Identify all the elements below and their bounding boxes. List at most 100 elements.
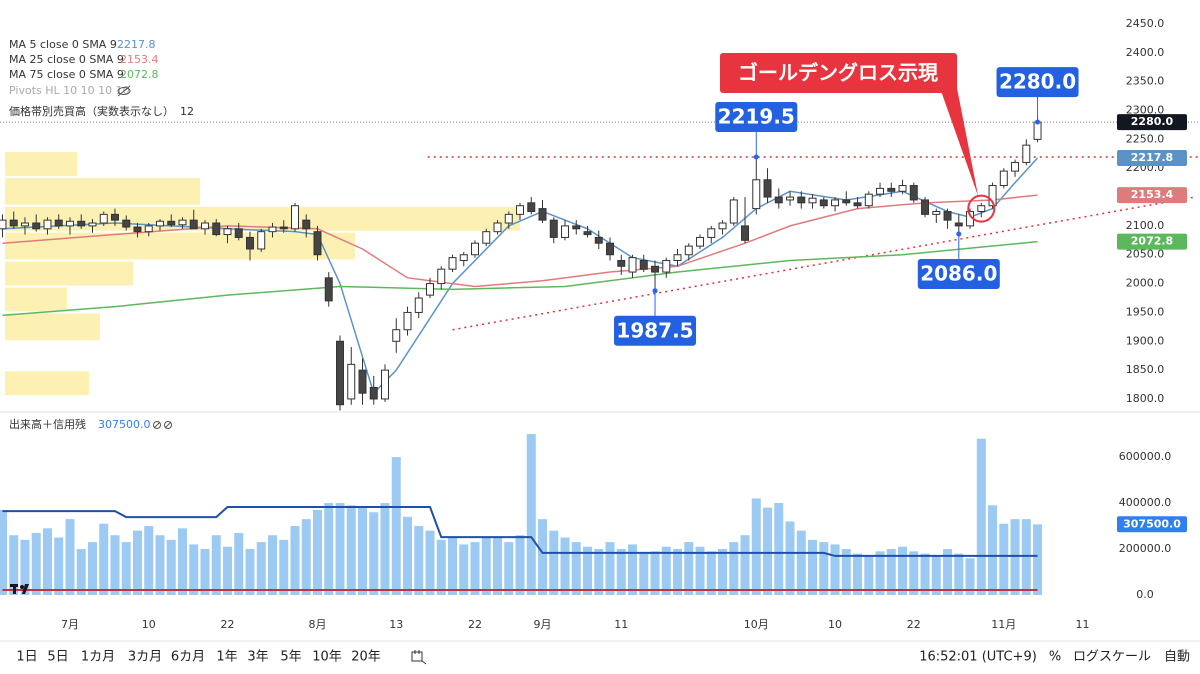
volume-tick-label: 400000.0 <box>1119 496 1172 509</box>
candle-body <box>234 228 243 238</box>
candle-body <box>212 222 221 236</box>
candle-body <box>898 185 907 192</box>
golden-cross-label: ゴールデングロス示現 <box>738 61 938 85</box>
callout-dot <box>753 154 759 160</box>
volume-bar <box>312 509 322 595</box>
callout-label: 2219.5 <box>718 104 795 128</box>
callout-dot <box>956 231 962 237</box>
volume-legend: 出来高＋信用残 <box>9 417 86 431</box>
x-tick-label: 10月 <box>744 618 769 631</box>
volume-bar <box>346 505 356 595</box>
range-button[interactable]: 10年 <box>312 650 342 665</box>
volume-bar <box>774 503 784 595</box>
ma-legend-value: 2072.8 <box>120 68 159 81</box>
candle-body <box>313 231 322 256</box>
tradingview-logo <box>10 584 29 594</box>
volume-bar <box>594 549 604 595</box>
range-button[interactable]: 3カ月 <box>128 650 162 665</box>
ma-badge-bg <box>1117 187 1187 204</box>
auto-button[interactable]: 自動 <box>1164 650 1190 665</box>
candle-body <box>493 222 502 233</box>
golden-cross-pointer <box>940 88 979 197</box>
volume-profile-bar <box>5 261 133 286</box>
percent-button[interactable]: % <box>1049 650 1061 665</box>
volume-bar <box>639 553 649 595</box>
volume-badge: 307500.0 <box>1123 517 1181 530</box>
candle-body <box>673 254 682 262</box>
callout-dot <box>652 288 658 294</box>
eye-off-icon[interactable] <box>117 85 131 97</box>
candle-body <box>651 265 660 273</box>
range-button[interactable]: 1年 <box>216 650 237 665</box>
callout-label: 2086.0 <box>920 261 997 285</box>
volume-bar <box>391 457 401 595</box>
candle-body <box>606 242 615 256</box>
volume-bar <box>110 535 120 595</box>
candle-body <box>279 226 288 230</box>
candle-body <box>988 185 997 207</box>
compare-icon[interactable] <box>411 650 427 665</box>
candle-body <box>662 260 671 273</box>
ma-badge: 2217.8 <box>1131 151 1173 164</box>
volume-bar <box>267 535 277 595</box>
range-button[interactable]: 6カ月 <box>171 650 205 665</box>
candle-body <box>887 187 896 192</box>
x-tick-label: 22 <box>907 618 921 631</box>
volume-bar <box>144 526 154 595</box>
range-button[interactable]: 5日 <box>47 650 68 665</box>
candle-body <box>392 329 401 342</box>
volume-bar <box>54 537 64 595</box>
candle-body <box>448 257 457 270</box>
volume-bar <box>796 530 806 595</box>
volume-bar <box>515 535 525 595</box>
volume-bar <box>380 503 390 595</box>
range-button[interactable]: 5年 <box>280 650 301 665</box>
volume-bar <box>718 549 728 595</box>
volume-profile-bar <box>5 151 77 176</box>
volume-bar <box>763 507 773 595</box>
candle-body <box>561 225 570 238</box>
volume-bar <box>616 549 626 595</box>
range-button[interactable]: 3年 <box>247 650 268 665</box>
volume-bar <box>740 535 750 595</box>
x-tick-label: 10 <box>828 618 842 631</box>
volume-tick-label: 600000.0 <box>1119 450 1172 463</box>
volume-bar <box>875 551 885 595</box>
volume-bar <box>605 542 615 595</box>
ma-badge: 2072.8 <box>1131 235 1173 248</box>
candle-body <box>459 254 468 262</box>
candle-body <box>110 213 119 221</box>
candle-body <box>336 340 344 406</box>
volume-bar <box>1010 519 1020 595</box>
candle-body <box>853 202 862 207</box>
candle-body <box>291 205 299 230</box>
volume-bar <box>785 521 795 595</box>
candle-body <box>43 219 52 230</box>
volume-bar <box>155 535 165 595</box>
candle-body <box>414 297 423 313</box>
callout-label: 2280.0 <box>999 70 1076 94</box>
volume-bar <box>976 438 986 595</box>
volume-bar <box>448 537 458 595</box>
volume-bar <box>121 542 131 595</box>
range-button[interactable]: 1日 <box>16 650 37 665</box>
x-tick-label: 11 <box>614 618 628 631</box>
volume-bar <box>729 542 739 595</box>
y-tick-label: 2450.0 <box>1126 17 1165 30</box>
volume-bar <box>571 542 581 595</box>
volume-bar <box>954 553 964 595</box>
range-button[interactable]: 20年 <box>351 650 381 665</box>
moving-average <box>2 240 1038 317</box>
candle-body <box>122 219 131 228</box>
chart-layer: 2450.02400.02350.02300.02250.02200.02150… <box>0 17 1200 665</box>
volume-bar <box>650 551 660 595</box>
ma-badge-bg <box>1117 233 1187 250</box>
candle-body <box>178 219 187 226</box>
volume-bar <box>132 530 142 595</box>
legend-icons[interactable] <box>153 421 172 429</box>
volume-bar <box>695 546 705 595</box>
range-button[interactable]: 1カ月 <box>81 650 115 665</box>
margin-line <box>2 505 1038 557</box>
log-scale-button[interactable]: ログスケール <box>1073 650 1151 665</box>
volume-bar <box>853 553 863 595</box>
